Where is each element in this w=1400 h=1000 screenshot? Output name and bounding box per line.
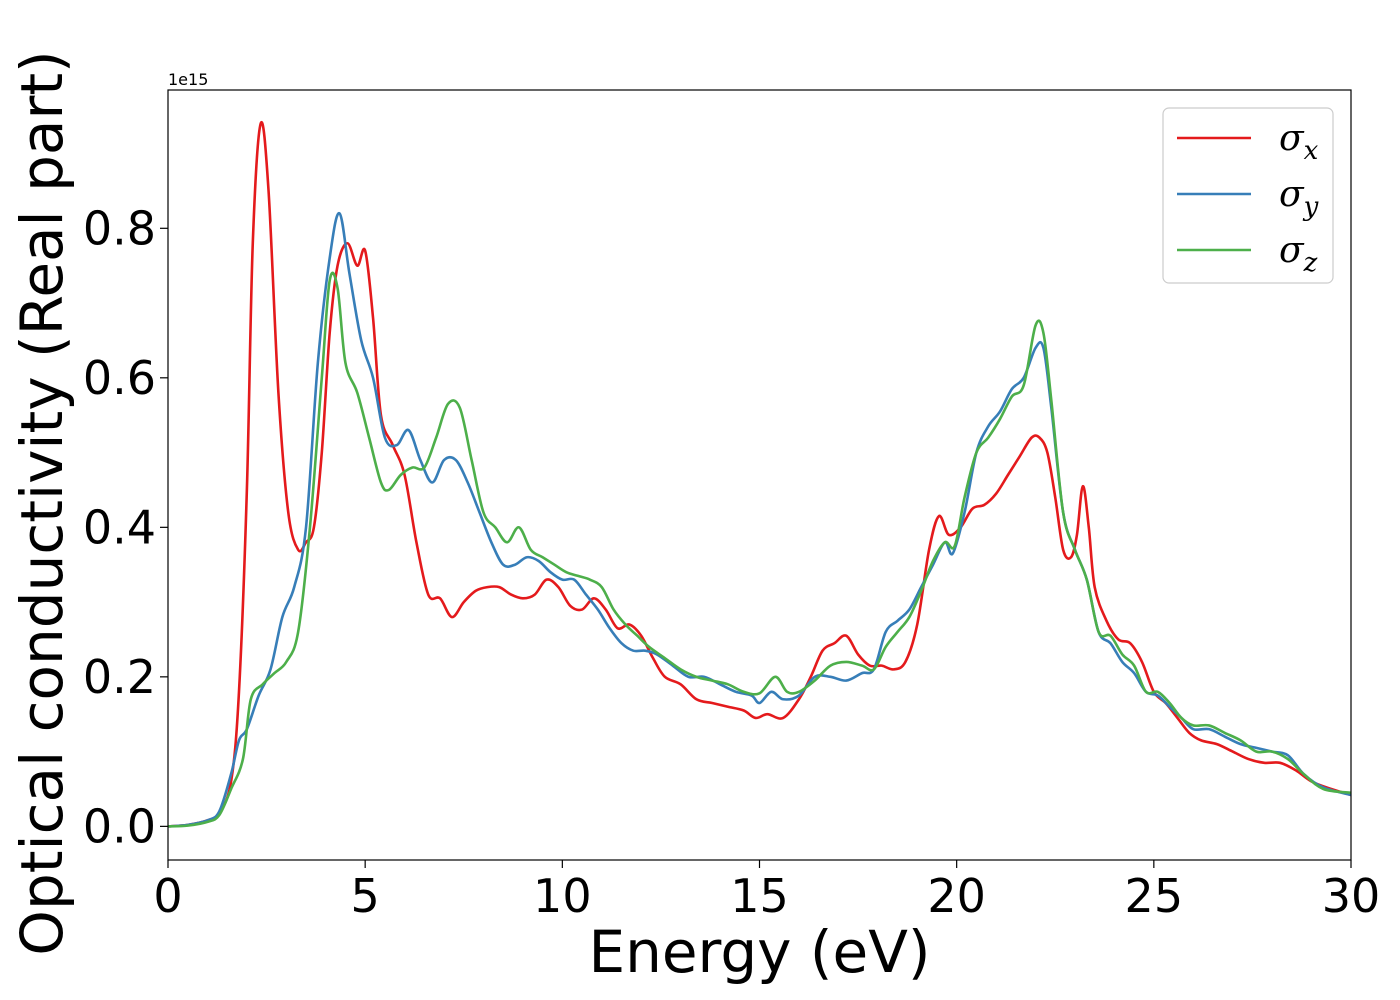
y-tick-label: 0.2 xyxy=(83,650,156,704)
x-tick-label: 15 xyxy=(730,869,789,923)
legend: σx σy σz xyxy=(1162,107,1334,284)
x-axis: 0 5 10 15 20 25 30 xyxy=(153,860,1380,923)
y-tick-label: 0.0 xyxy=(83,799,156,853)
y-axis: 0.0 0.2 0.4 0.6 0.8 xyxy=(83,201,168,853)
x-tick-label: 20 xyxy=(927,869,986,923)
x-tick-label: 30 xyxy=(1322,869,1381,923)
x-axis-title: Energy (eV) xyxy=(588,918,930,986)
legend-label-x: σx xyxy=(1279,118,1319,166)
series-layer xyxy=(168,120,1351,828)
legend-box xyxy=(1162,107,1334,284)
y-tick-label: 0.4 xyxy=(83,500,156,554)
series-line-z xyxy=(168,271,1351,828)
y-tick-label: 0.8 xyxy=(83,201,156,255)
legend-label-z: σz xyxy=(1279,230,1318,278)
x-tick-label: 10 xyxy=(533,869,592,923)
y-offset-text: 1e15 xyxy=(168,70,208,89)
legend-label-y: σy xyxy=(1279,174,1319,222)
x-tick-label: 25 xyxy=(1125,869,1184,923)
y-tick-label: 0.6 xyxy=(83,351,156,405)
series-line-y xyxy=(168,212,1351,828)
series-line-x xyxy=(168,120,1351,828)
x-tick-label: 0 xyxy=(153,869,182,923)
y-axis-title: Optical conductivity (Real part) xyxy=(8,50,76,955)
x-tick-label: 5 xyxy=(351,869,380,923)
